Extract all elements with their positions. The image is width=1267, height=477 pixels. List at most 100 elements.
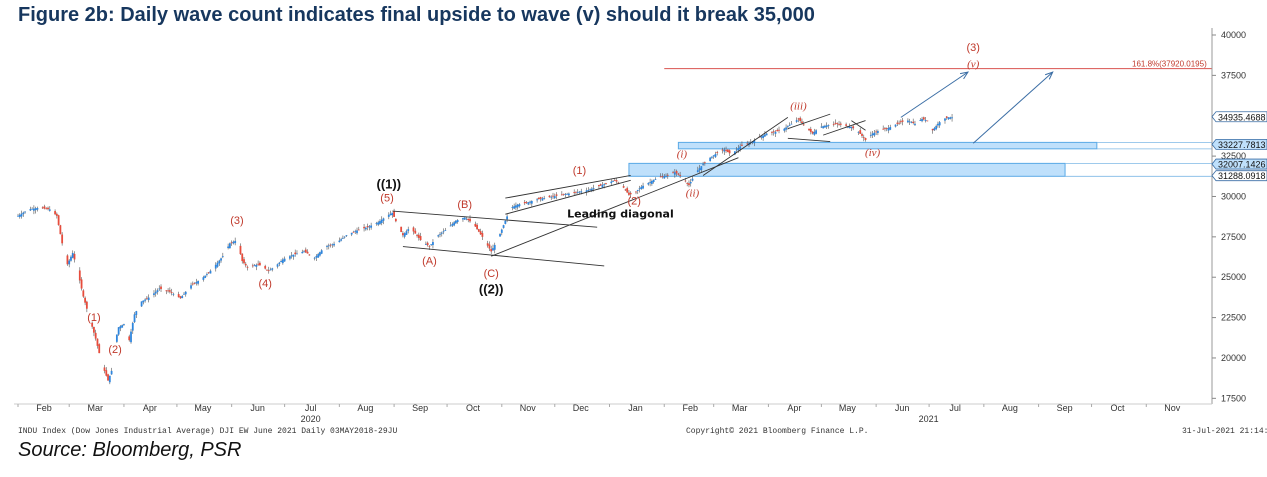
candle-body <box>416 235 418 236</box>
candle-body <box>230 242 233 244</box>
candle-body <box>924 120 927 121</box>
candle-body <box>615 180 618 182</box>
candle-body <box>389 213 392 216</box>
candle-body <box>345 235 348 237</box>
wave-label: (5) <box>380 192 393 204</box>
candle-body <box>590 188 593 191</box>
candle-body <box>933 128 936 131</box>
x-tick-label: Feb <box>682 403 698 413</box>
candle-body <box>61 234 64 244</box>
candle-body <box>725 149 727 151</box>
candle-body <box>700 166 703 170</box>
candle-body <box>253 265 256 267</box>
candle-body <box>32 208 35 211</box>
candle-body <box>922 117 925 120</box>
candle-body <box>315 255 318 258</box>
candle-body <box>885 128 888 129</box>
x-tick-label: Sep <box>1057 403 1073 413</box>
candle-body <box>36 208 39 210</box>
candle-body <box>379 221 381 224</box>
candle-body <box>799 117 802 121</box>
candle-body <box>105 370 108 376</box>
candle-body <box>901 120 904 122</box>
candle-body <box>937 123 939 126</box>
candle-body <box>790 123 793 125</box>
candle-body <box>576 191 579 193</box>
axes: 4000037500350003250030000275002500022500… <box>14 28 1267 424</box>
candle-body <box>560 194 563 196</box>
candle-body <box>684 180 687 182</box>
support-zones <box>628 141 1212 177</box>
candle-body <box>774 131 777 134</box>
candle-body <box>809 128 812 132</box>
trendline <box>823 120 866 136</box>
candle-body <box>29 209 32 211</box>
candle-body <box>527 202 530 205</box>
candle-body <box>654 179 657 180</box>
candle-body <box>539 197 542 199</box>
candle-body <box>220 258 222 261</box>
x-tick-label: Feb <box>36 403 52 413</box>
candle-body <box>228 243 231 249</box>
candle-body <box>168 290 171 292</box>
candle-body <box>73 253 76 260</box>
wave-label: (1) <box>573 165 586 177</box>
candle-body <box>354 231 357 233</box>
candle-body <box>451 223 454 226</box>
candle-body <box>486 243 489 246</box>
candle-body <box>391 212 394 216</box>
candle-body <box>469 218 471 222</box>
wave-label: (1) <box>87 312 100 324</box>
candle-body <box>573 192 576 193</box>
candle-body <box>908 121 911 123</box>
footer-right: 31-Jul-2021 21:14:35 <box>1182 427 1267 436</box>
candle-body <box>387 214 390 217</box>
trendline <box>392 210 598 228</box>
candle-body <box>419 236 422 241</box>
candle-body <box>313 257 316 259</box>
candle-body <box>530 201 533 204</box>
candle-body <box>292 254 295 257</box>
trendline <box>402 246 605 267</box>
candle-body <box>333 243 335 246</box>
candle-body <box>85 301 88 309</box>
trendline <box>491 157 739 257</box>
x-tick-label: Apr <box>143 403 157 413</box>
candle-body <box>140 301 143 307</box>
candle-body <box>338 240 341 243</box>
projection-arrowhead <box>959 71 970 80</box>
candle-body <box>227 246 230 248</box>
x-year-label: 2020 <box>301 414 321 424</box>
candle-body <box>537 197 540 200</box>
candle-body <box>465 218 468 220</box>
candle-body <box>128 336 131 341</box>
wave-label: (iii) <box>790 100 807 112</box>
candle-body <box>474 223 477 227</box>
candle-body <box>403 233 406 237</box>
price-tag-label: 34935.4688 <box>1218 112 1266 122</box>
candle-body <box>898 122 900 124</box>
y-tick-label: 30000 <box>1221 191 1246 201</box>
candle-body <box>650 180 653 184</box>
candle-body <box>216 262 219 267</box>
candle-body <box>728 150 731 154</box>
candle-body <box>135 311 138 315</box>
candle-body <box>663 176 666 179</box>
candle-body <box>862 137 865 138</box>
candle-body <box>340 239 343 241</box>
candle-body <box>179 296 182 299</box>
x-tick-label: May <box>194 403 212 413</box>
candle-body <box>887 127 890 131</box>
candlesticks <box>17 114 953 385</box>
candle-body <box>737 148 740 151</box>
y-tick-label: 40000 <box>1221 30 1246 40</box>
x-tick-label: Nov <box>520 403 537 413</box>
candle-body <box>281 259 284 264</box>
candle-body <box>108 375 111 383</box>
candle-body <box>629 192 632 195</box>
candle-body <box>55 213 58 216</box>
candle-body <box>380 219 383 224</box>
candle-body <box>753 140 756 144</box>
candle-body <box>564 194 567 196</box>
